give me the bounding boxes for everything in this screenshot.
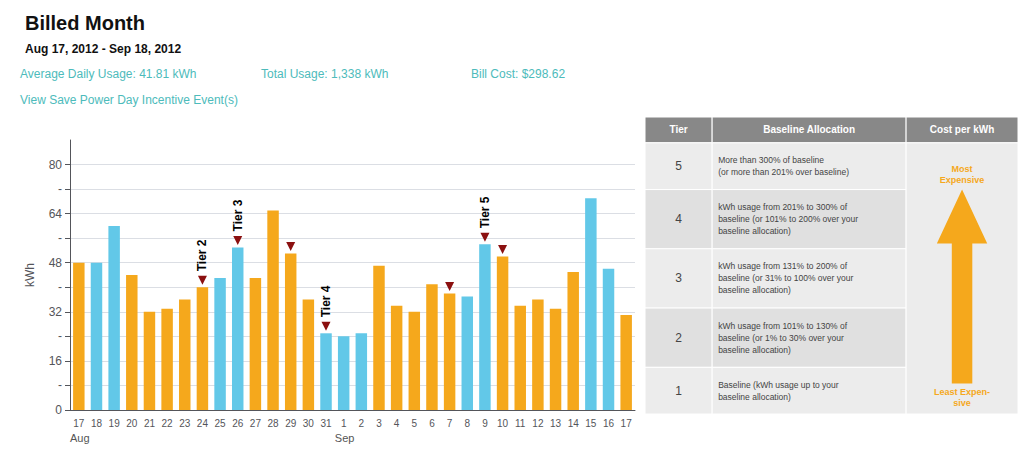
svg-text:baseline allocation): baseline allocation) bbox=[718, 345, 791, 355]
svg-text:24: 24 bbox=[197, 418, 209, 429]
svg-text:baseline allocation): baseline allocation) bbox=[718, 285, 791, 295]
svg-text:30: 30 bbox=[303, 418, 315, 429]
svg-text:Tier 4: Tier 4 bbox=[319, 285, 333, 317]
svg-text:Average Daily Usage: 41.81 kWh: Average Daily Usage: 41.81 kWh bbox=[20, 67, 197, 81]
svg-text:baseline (or 1% to 30% over yo: baseline (or 1% to 30% over your bbox=[718, 333, 844, 343]
svg-text:15: 15 bbox=[585, 418, 597, 429]
svg-text:Tier 3: Tier 3 bbox=[231, 199, 245, 231]
svg-text:3: 3 bbox=[376, 418, 382, 429]
svg-text:20: 20 bbox=[126, 418, 138, 429]
svg-text:View Save Power Day Incentive: View Save Power Day Incentive Event(s) bbox=[20, 93, 238, 107]
svg-text:7: 7 bbox=[447, 418, 453, 429]
svg-text:baseline (or 101% to 200% over: baseline (or 101% to 200% over your bbox=[718, 214, 858, 224]
svg-text:kWh usage from 131% to 200% of: kWh usage from 131% to 200% of bbox=[718, 261, 848, 271]
svg-text:sive: sive bbox=[953, 398, 971, 408]
svg-text:2: 2 bbox=[675, 331, 682, 345]
svg-text:-: - bbox=[58, 378, 62, 392]
svg-text:16: 16 bbox=[603, 418, 615, 429]
svg-text:baseline allocation): baseline allocation) bbox=[718, 392, 791, 402]
svg-text:-: - bbox=[58, 329, 62, 343]
svg-text:8: 8 bbox=[464, 418, 470, 429]
svg-text:9: 9 bbox=[482, 418, 488, 429]
svg-text:10: 10 bbox=[497, 418, 509, 429]
svg-text:Baseline (kWh usage up to your: Baseline (kWh usage up to your bbox=[718, 380, 839, 390]
svg-text:16: 16 bbox=[49, 354, 63, 368]
svg-text:23: 23 bbox=[179, 418, 191, 429]
svg-text:21: 21 bbox=[144, 418, 156, 429]
svg-text:11: 11 bbox=[515, 418, 526, 429]
svg-text:-: - bbox=[58, 231, 62, 245]
svg-text:6: 6 bbox=[429, 418, 435, 429]
svg-text:baseline allocation): baseline allocation) bbox=[718, 226, 791, 236]
svg-text:18: 18 bbox=[91, 418, 103, 429]
svg-text:5: 5 bbox=[675, 159, 682, 173]
svg-text:Total Usage: 1,338 kWh: Total Usage: 1,338 kWh bbox=[261, 67, 388, 81]
svg-text:Most: Most bbox=[952, 164, 973, 174]
svg-text:4: 4 bbox=[394, 418, 400, 429]
svg-text:19: 19 bbox=[109, 418, 121, 429]
svg-text:32: 32 bbox=[49, 305, 63, 319]
svg-text:Aug: Aug bbox=[70, 432, 90, 444]
svg-text:kWh usage from 201% to 300% of: kWh usage from 201% to 300% of bbox=[718, 202, 848, 212]
svg-text:64: 64 bbox=[49, 207, 63, 221]
svg-text:48: 48 bbox=[49, 256, 63, 270]
svg-text:31: 31 bbox=[320, 418, 332, 429]
svg-text:13: 13 bbox=[550, 418, 562, 429]
svg-text:kWh usage from 101% to 130% of: kWh usage from 101% to 130% of bbox=[718, 321, 848, 331]
svg-text:1: 1 bbox=[675, 384, 682, 398]
svg-text:Tier 2: Tier 2 bbox=[195, 239, 209, 271]
svg-text:More than 300% of baseline: More than 300% of baseline bbox=[718, 155, 824, 165]
svg-text:17: 17 bbox=[621, 418, 633, 429]
svg-text:0: 0 bbox=[55, 403, 62, 417]
svg-text:4: 4 bbox=[675, 212, 682, 226]
svg-text:3: 3 bbox=[675, 271, 682, 285]
svg-text:Aug 17, 2012 - Sep 18, 2012: Aug 17, 2012 - Sep 18, 2012 bbox=[25, 42, 181, 56]
svg-text:27: 27 bbox=[250, 418, 262, 429]
svg-text:5: 5 bbox=[412, 418, 418, 429]
svg-text:Least Expen-: Least Expen- bbox=[934, 387, 990, 397]
svg-text:-: - bbox=[58, 280, 62, 294]
svg-text:Billed Month: Billed Month bbox=[25, 12, 145, 34]
svg-text:Tier 5: Tier 5 bbox=[478, 196, 492, 228]
svg-text:28: 28 bbox=[267, 418, 279, 429]
svg-text:Expensive: Expensive bbox=[940, 175, 985, 185]
svg-text:80: 80 bbox=[49, 158, 63, 172]
svg-text:Sep: Sep bbox=[335, 432, 355, 444]
svg-text:25: 25 bbox=[215, 418, 227, 429]
svg-text:17: 17 bbox=[73, 418, 85, 429]
svg-text:26: 26 bbox=[232, 418, 244, 429]
svg-text:kWh: kWh bbox=[23, 263, 37, 287]
svg-text:1: 1 bbox=[341, 418, 347, 429]
svg-text:14: 14 bbox=[568, 418, 580, 429]
svg-text:Cost per kWh: Cost per kWh bbox=[930, 124, 994, 135]
svg-text:Baseline Allocation: Baseline Allocation bbox=[763, 124, 855, 135]
svg-text:-: - bbox=[58, 182, 62, 196]
svg-text:12: 12 bbox=[532, 418, 544, 429]
svg-text:Bill Cost: $298.62: Bill Cost: $298.62 bbox=[471, 67, 565, 81]
svg-text:2: 2 bbox=[359, 418, 365, 429]
svg-text:baseline (or 31% to 100% over: baseline (or 31% to 100% over your bbox=[718, 273, 853, 283]
svg-text:(or more than 201% over baseli: (or more than 201% over baseline) bbox=[718, 167, 849, 177]
svg-text:Tier: Tier bbox=[669, 124, 687, 135]
svg-text:22: 22 bbox=[162, 418, 174, 429]
svg-text:29: 29 bbox=[285, 418, 297, 429]
